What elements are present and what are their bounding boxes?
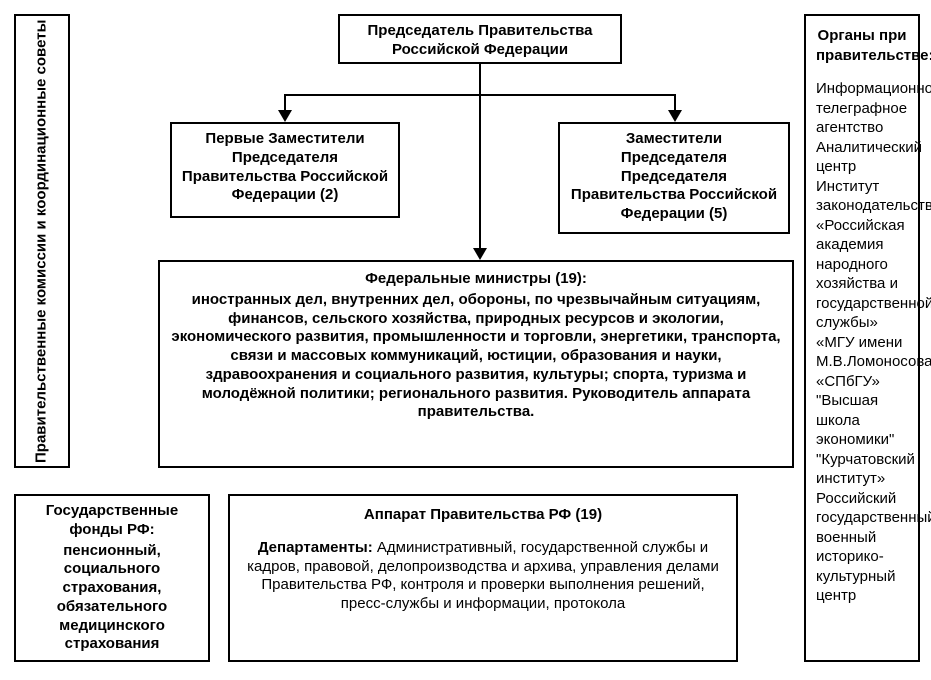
- apparatus-box: Аппарат Правительства РФ (19) Департамен…: [228, 494, 738, 662]
- deputies-l3: Председателя: [568, 168, 780, 187]
- arrow-ministers: [473, 248, 487, 260]
- right-organs-title: Органы при правительстве:: [816, 26, 908, 65]
- ministers-body: иностранных дел, внутренних дел, обороны…: [170, 291, 782, 422]
- left-commissions-label: Правительственные комиссии и координацио…: [16, 16, 68, 466]
- first-deputies-l1: Первые Заместители: [180, 130, 390, 149]
- funds-box: Государственные фонды РФ: пенсионный, со…: [14, 494, 210, 662]
- deputies-l1: Заместители: [568, 130, 780, 149]
- deputies-l5: Федерации (5): [568, 205, 780, 224]
- apparatus-title: Аппарат Правительства РФ (19): [242, 506, 724, 525]
- apparatus-depts: Департаменты: Административный, государс…: [242, 539, 724, 614]
- chairman-line2: Российской Федерации: [348, 41, 612, 60]
- chairman-box: Председатель Правительства Российской Фе…: [338, 14, 622, 64]
- ministers-box: Федеральные министры (19): иностранных д…: [158, 260, 794, 468]
- right-organs-body: Информационное телеграфное агентствоАнал…: [816, 79, 908, 606]
- deputies-l2: Председателя: [568, 149, 780, 168]
- apparatus-dept-label: Департаменты:: [258, 539, 373, 556]
- deputies-l4: Правительства Российской: [568, 186, 780, 205]
- first-deputies-l4: Федерации (2): [180, 186, 390, 205]
- first-deputies-box: Первые Заместители Председателя Правител…: [170, 122, 400, 218]
- ministers-title: Федеральные министры (19):: [170, 270, 782, 289]
- right-organs-box: Органы при правительстве: Информационное…: [804, 14, 920, 662]
- edge-center-drop: [479, 94, 481, 250]
- first-deputies-l2: Председателя: [180, 149, 390, 168]
- first-deputies-l3: Правительства Российской: [180, 168, 390, 187]
- funds-body: пенсионный, социального страхования, обя…: [24, 542, 200, 655]
- deputies-box: Заместители Председателя Председателя Пр…: [558, 122, 790, 234]
- arrow-first-deputies: [278, 110, 292, 122]
- arrow-deputies: [668, 110, 682, 122]
- funds-title: Государственные фонды РФ:: [24, 502, 200, 540]
- edge-stem: [479, 64, 481, 96]
- left-commissions-box: Правительственные комиссии и координацио…: [14, 14, 70, 468]
- chairman-line1: Председатель Правительства: [348, 22, 612, 41]
